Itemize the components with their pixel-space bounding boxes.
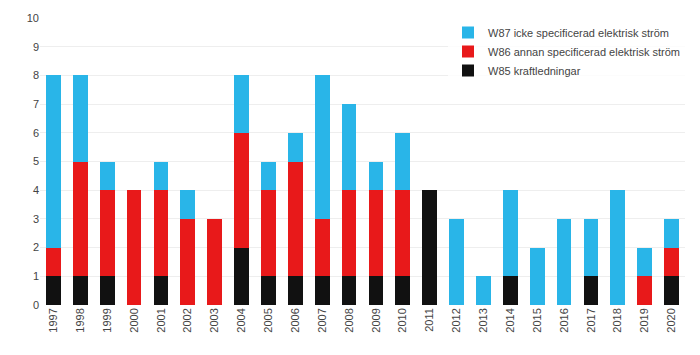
svg-text:3: 3 — [33, 213, 39, 225]
svg-text:1997: 1997 — [47, 308, 59, 332]
svg-text:2006: 2006 — [289, 308, 301, 332]
svg-text:2000: 2000 — [128, 308, 140, 332]
svg-text:2008: 2008 — [343, 308, 355, 332]
svg-text:W86 annan specificerad elektri: W86 annan specificerad elektrisk ström — [488, 46, 680, 58]
svg-text:2: 2 — [33, 241, 39, 253]
svg-text:2005: 2005 — [262, 308, 274, 332]
svg-text:2015: 2015 — [531, 308, 543, 332]
svg-text:2004: 2004 — [235, 308, 247, 332]
svg-text:0: 0 — [33, 299, 39, 311]
svg-text:2007: 2007 — [316, 308, 328, 332]
svg-text:9: 9 — [33, 41, 39, 53]
svg-text:6: 6 — [33, 127, 39, 139]
svg-text:1998: 1998 — [74, 308, 86, 332]
svg-text:W85 kraftledningar: W85 kraftledningar — [488, 65, 581, 77]
svg-text:2017: 2017 — [585, 308, 597, 332]
svg-text:2018: 2018 — [611, 308, 623, 332]
svg-text:2002: 2002 — [181, 308, 193, 332]
svg-text:2012: 2012 — [450, 308, 462, 332]
svg-text:7: 7 — [33, 98, 39, 110]
svg-text:2016: 2016 — [558, 308, 570, 332]
svg-text:1999: 1999 — [101, 308, 113, 332]
svg-text:10: 10 — [27, 12, 39, 24]
svg-text:2009: 2009 — [370, 308, 382, 332]
svg-text:2020: 2020 — [665, 308, 677, 332]
svg-text:1: 1 — [33, 270, 39, 282]
svg-text:W87 icke specificerad elektris: W87 icke specificerad elektrisk ström — [488, 27, 669, 39]
svg-text:2003: 2003 — [208, 308, 220, 332]
svg-text:2019: 2019 — [638, 308, 650, 332]
svg-text:4: 4 — [33, 184, 39, 196]
svg-text:5: 5 — [33, 155, 39, 167]
svg-text:2014: 2014 — [504, 308, 516, 332]
svg-text:2011: 2011 — [423, 308, 435, 332]
svg-text:8: 8 — [33, 69, 39, 81]
svg-text:2013: 2013 — [477, 308, 489, 332]
svg-text:2001: 2001 — [155, 308, 167, 332]
svg-text:2010: 2010 — [396, 308, 408, 332]
